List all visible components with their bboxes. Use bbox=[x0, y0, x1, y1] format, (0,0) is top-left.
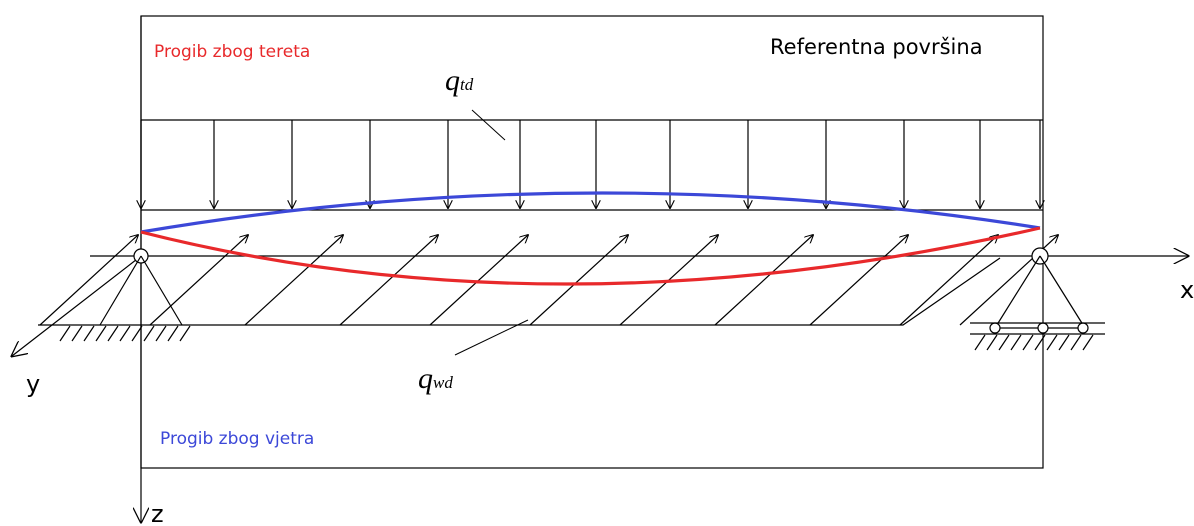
hatch-line bbox=[998, 334, 1010, 351]
wind-arrow bbox=[244, 235, 343, 326]
q-wd-label: qwd bbox=[418, 362, 453, 395]
hatch-line bbox=[1046, 334, 1058, 351]
load-arrows bbox=[141, 120, 1040, 208]
hatch-line bbox=[131, 325, 143, 342]
wind-arrows bbox=[39, 235, 1058, 326]
wind-arrow bbox=[39, 235, 138, 326]
hatch-line bbox=[155, 325, 167, 342]
hatch-line bbox=[1034, 334, 1046, 351]
load-deflection-label: Progib zbog tereta bbox=[154, 42, 310, 62]
wind-deflection-label: Progib zbog vjetra bbox=[160, 429, 314, 449]
hatch-line bbox=[95, 325, 107, 342]
hatch-line bbox=[986, 334, 998, 351]
wind-arrow bbox=[899, 235, 998, 326]
q-td-label: qtd bbox=[445, 64, 474, 97]
hatch-line bbox=[119, 325, 131, 342]
hatch-line bbox=[1010, 334, 1022, 351]
hatch-line bbox=[1082, 334, 1094, 351]
wind-arrow bbox=[714, 235, 813, 326]
wind-arrow bbox=[809, 235, 908, 326]
y-axis-line bbox=[12, 255, 142, 356]
reference-frame bbox=[140, 15, 1044, 469]
wind-arrow bbox=[529, 235, 628, 326]
q-td-leader bbox=[471, 109, 506, 141]
left-pin-support bbox=[59, 248, 191, 342]
hatch-line bbox=[1070, 334, 1082, 351]
wind-arrow bbox=[149, 235, 248, 326]
q-wd-leader bbox=[454, 319, 529, 356]
wind-arrow bbox=[339, 235, 438, 326]
hatch-line bbox=[71, 325, 83, 342]
x-axis-label: x bbox=[1180, 276, 1194, 304]
hatch-line bbox=[143, 325, 155, 342]
y-axis-label: y bbox=[26, 370, 40, 398]
hatch-line bbox=[1022, 334, 1034, 351]
hatch-line bbox=[1058, 334, 1070, 351]
wind-deflection-curve bbox=[140, 191, 1041, 234]
right-roller-support bbox=[970, 247, 1105, 351]
ground-base-line bbox=[38, 257, 1001, 326]
z-axis-label: z bbox=[151, 500, 164, 526]
hatch-line bbox=[83, 325, 95, 342]
wind-arrow bbox=[429, 235, 528, 326]
hatch-line bbox=[974, 334, 986, 351]
hatch-line bbox=[107, 325, 119, 342]
hatch-line bbox=[167, 325, 179, 342]
reference-surface-label: Referentna površina bbox=[770, 35, 983, 59]
hatch-line bbox=[59, 325, 71, 342]
load-deflection-curve bbox=[140, 226, 1041, 286]
hatch-line bbox=[179, 325, 191, 342]
